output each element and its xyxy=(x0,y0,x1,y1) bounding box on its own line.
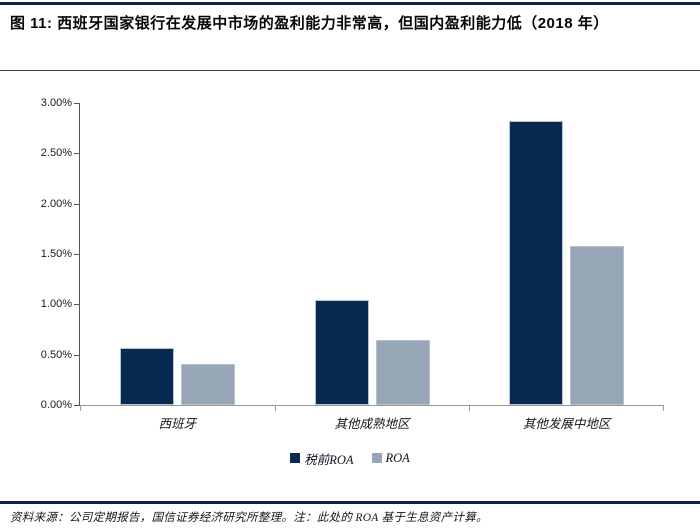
bar-chart-plot-area: 3.00% 2.50% 2.00% 1.50% 1.00% 0.50% 0.00% 西班牙 其他… xyxy=(41,97,664,431)
y-axis-tick-label: 1.00% xyxy=(40,298,72,311)
x-axis-label: 其他成熟地区 xyxy=(334,417,410,431)
legend-item: 税前ROA xyxy=(290,449,354,468)
legend-swatch xyxy=(290,453,301,463)
y-axis-tick-label: 0.00% xyxy=(40,399,72,411)
title-divider xyxy=(0,70,700,71)
y-axis-tick-label: 2.50% xyxy=(40,147,72,160)
bottom-rule xyxy=(0,501,700,504)
legend-label: ROA xyxy=(385,450,410,465)
x-axis-label: 西班牙 xyxy=(158,417,197,431)
top-rule xyxy=(0,2,700,5)
y-axis-tick-label: 1.50% xyxy=(40,248,72,260)
bar-ROA-其他发展中地区 xyxy=(570,245,625,405)
y-axis-tick-label: 3.00% xyxy=(40,97,72,109)
x-axis-tick-mark xyxy=(80,405,81,411)
bar-ROA-西班牙 xyxy=(180,363,235,405)
legend-label: 税前ROA xyxy=(304,452,354,467)
y-axis-tick-label: 0.50% xyxy=(40,348,72,361)
x-axis-tick-mark xyxy=(274,405,276,411)
bar-ROA-其他成熟地区 xyxy=(375,339,430,405)
chart-legend: 税前ROA ROA xyxy=(0,448,700,468)
y-axis-tick-mark xyxy=(74,405,80,406)
x-axis-tick-mark xyxy=(663,405,664,411)
bar-税前ROA-其他发展中地区 xyxy=(509,121,564,405)
bar-税前ROA-西班牙 xyxy=(119,347,174,405)
y-axis-tick-mark xyxy=(74,103,80,104)
source-note: 资料来源：公司定期报告，国信证券经济研究所整理。注：此处的 ROA 基于生息资产… xyxy=(10,512,488,524)
y-axis-tick-mark xyxy=(74,354,80,356)
y-axis-tick-mark xyxy=(74,304,80,306)
x-axis-label: 其他发展中地区 xyxy=(522,417,611,431)
legend-swatch xyxy=(371,453,382,463)
bar-税前ROA-其他成熟地区 xyxy=(314,300,369,405)
x-axis-tick-mark xyxy=(469,405,471,411)
legend-item: ROA xyxy=(371,450,410,466)
y-axis-tick-mark xyxy=(74,153,80,155)
y-axis-tick-mark xyxy=(74,203,80,205)
y-axis-tick-mark xyxy=(74,254,80,255)
y-axis-tick-label: 2.00% xyxy=(40,197,72,210)
figure-title: 图 11: 西班牙国家银行在发展中市场的盈利能力非常高，但国内盈利能力低（201… xyxy=(10,15,609,32)
